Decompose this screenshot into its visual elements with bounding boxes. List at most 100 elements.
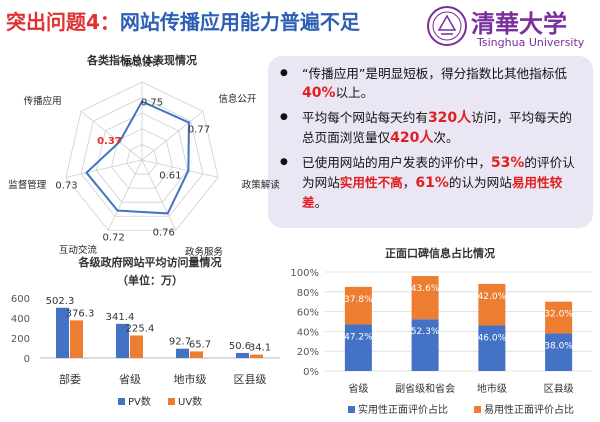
radar-grid-ring-1 (126, 143, 158, 175)
reputation-bar-segment (545, 301, 573, 334)
hl-53-percent: 53% (490, 155, 525, 171)
radar-value-label: 0.73 (55, 181, 77, 192)
radar-spoke (65, 159, 143, 178)
hl-420-views: 420人 (390, 130, 434, 146)
title-main: 网站传播应用能力普遍不足 (119, 10, 360, 34)
reputation-data-label: 42.0% (478, 292, 507, 302)
reputation-legend-swatch (348, 406, 355, 413)
radar-grid-ring-3 (95, 112, 189, 203)
reputation-bar-segment (411, 276, 439, 320)
visits-data-label: 341.4 (106, 312, 135, 323)
reputation-data-label: 43.6% (411, 284, 440, 294)
radar-spoke (141, 111, 204, 161)
visits-category-label: 省级 (119, 373, 141, 386)
radar-axis-label: 互动交流 (59, 244, 98, 256)
radar-axis-label: 政策解读 (242, 179, 281, 191)
radar-spoke (107, 159, 143, 231)
reputation-legend-label: 易用性正面评价占比 (484, 403, 574, 416)
reputation-data-label: 38.0% (544, 341, 573, 351)
radar-axis-label: 监督管理 (8, 179, 47, 191)
reputation-ytick: 20% (297, 347, 319, 358)
reputation-ytick: 0% (303, 367, 319, 378)
visits-bar (250, 354, 263, 358)
radar-grid-ring-5 (65, 81, 219, 231)
visits-ytick: 200 (11, 334, 30, 345)
radar-value-label: 0.76 (153, 227, 175, 238)
logo-cn: 清華大学 (471, 10, 567, 38)
radar-value-label: 0.77 (188, 125, 210, 136)
radar-spoke (141, 159, 177, 231)
radar-spoke (141, 159, 219, 178)
reputation-data-label: 37.8% (344, 295, 373, 305)
hl-61-percent: 61% (415, 175, 449, 191)
reputation-legend-label: 实用性正面评价占比 (358, 403, 448, 416)
visits-bar (236, 352, 249, 358)
visits-legend-label: PV数 (128, 395, 151, 408)
visits-data-label: 92.7 (169, 337, 191, 348)
visits-data-label: 225.4 (126, 323, 155, 334)
seal-outer-ring (427, 6, 467, 46)
visits-ytick: 0 (24, 354, 30, 365)
visits-data-label: 50.6 (229, 341, 251, 352)
hl-40-percent: 40% (302, 85, 336, 101)
reputation-bar-segment (344, 324, 372, 371)
reputation-ytick: 60% (297, 308, 319, 319)
visits-bar (70, 320, 83, 358)
radar-series-line (85, 100, 190, 215)
reputation-data-label: 47.2% (344, 332, 373, 342)
visits-subtitle: （单位：万） (117, 273, 183, 287)
visits-legend-swatch (118, 398, 125, 405)
visits-legend-swatch (168, 398, 175, 405)
visits-bar (176, 348, 189, 358)
hl-low-utility: 实用性不高 (339, 175, 403, 190)
seal-emblem-icon (437, 14, 457, 35)
reputation-bar-segment (478, 325, 506, 371)
radar-value-label: 0.37 (97, 136, 122, 147)
hl-poor-usability: 易用性较差 (302, 175, 563, 210)
reputation-title: 正面口碑信息占比情况 (385, 246, 495, 260)
visits-title: 各级政府网站平均访问量情况 (78, 255, 222, 269)
logo-en: Tsinghua University (476, 36, 585, 49)
radar-axis-label: 传播应用 (24, 95, 62, 107)
page-title: 突出问题4：网站传播应用能力普遍不足 (6, 6, 360, 35)
visits-category-label: 部委 (59, 372, 81, 386)
visits-data-label: 502.3 (46, 296, 75, 307)
visits-ytick: 600 (11, 294, 30, 305)
visits-bar (56, 307, 69, 358)
visits-data-label: 376.3 (66, 308, 95, 319)
radar-axis-label: 信息公开 (218, 93, 257, 105)
seal-inner-ring (432, 11, 462, 41)
reputation-category-label: 地市级 (477, 382, 507, 395)
reputation-category-label: 省级 (348, 382, 368, 395)
finding-bullet-3: 已使用网站的用户发表的评价中，53%的评价认为网站实用性不高，61%的认为网站易… (280, 153, 583, 212)
university-logo: 清華大学 Tsinghua University (427, 6, 585, 49)
reputation-ytick: 40% (297, 327, 319, 338)
visits-legend-label: UV数 (178, 395, 202, 408)
key-findings-panel: “传播应用”是明显短板，得分指数比其他指标低40%以上。 平均每个网站每天约有3… (268, 56, 593, 228)
reputation-data-label: 32.0% (544, 310, 573, 320)
finding-bullet-1: “传播应用”是明显短板，得分指数比其他指标低40%以上。 (280, 64, 583, 103)
visits-bar (190, 351, 203, 358)
reputation-bar-segment (411, 319, 439, 371)
visits-category-label: 地市级 (174, 372, 207, 386)
visits-category-label: 区县级 (234, 373, 267, 386)
visits-data-label: 34.1 (249, 343, 271, 354)
reputation-bar-segment (344, 286, 372, 325)
reputation-ytick: 100% (290, 268, 319, 279)
reputation-bar-segment (545, 333, 573, 371)
radar-value-label: 0.61 (159, 171, 181, 182)
reputation-data-label: 52.3% (411, 327, 440, 337)
radar-grid-ring-4 (80, 97, 204, 217)
radar-value-label: 0.72 (103, 233, 125, 244)
finding-bullet-2: 平均每个网站每天约有320人访问，平均每天的总页面浏览量仅420人次。 (280, 108, 583, 148)
reputation-category-label: 区县级 (544, 383, 574, 395)
reputation-category-label: 副省级和省会 (395, 382, 455, 395)
title-prefix: 突出问题4： (6, 10, 120, 34)
reputation-legend-swatch (474, 406, 481, 413)
hl-320-visits: 320人 (427, 110, 472, 126)
radar-spoke (80, 111, 143, 161)
radar-axis-label: 展现设计 (123, 57, 162, 69)
